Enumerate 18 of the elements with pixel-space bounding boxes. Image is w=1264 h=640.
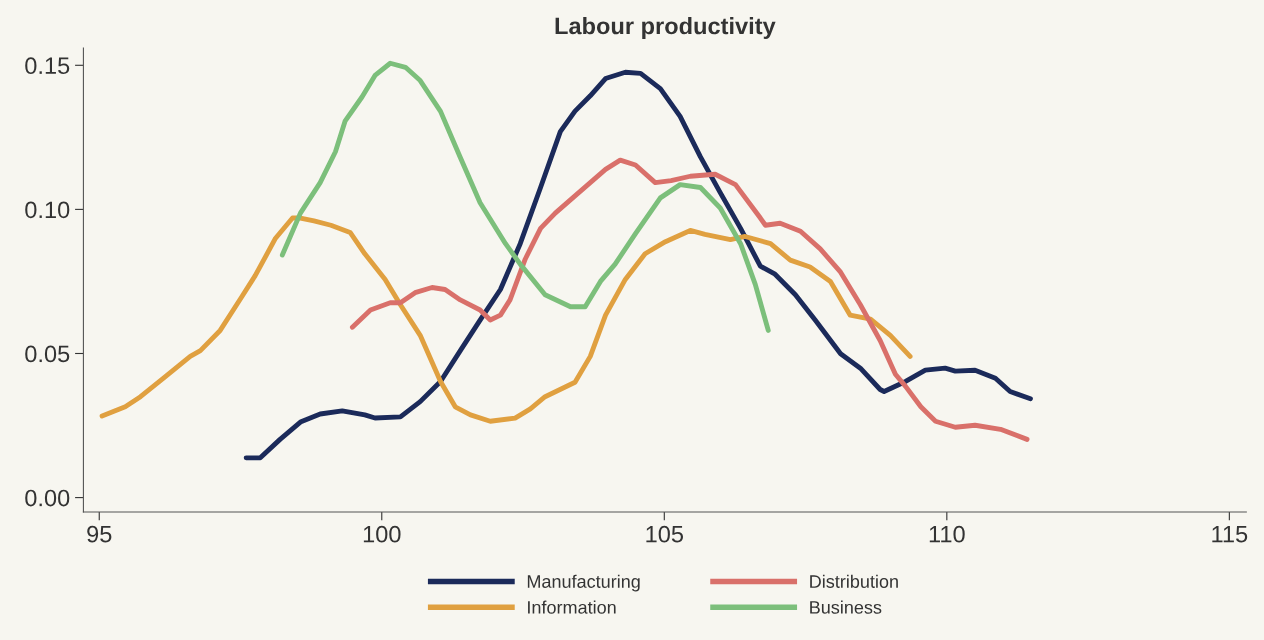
legend-label: Business: [810, 600, 882, 614]
y-tick-label: 0.00: [25, 489, 70, 507]
x-tick-label: 100: [363, 525, 401, 543]
line-series: [349, 157, 1030, 442]
x-tick-label: 115: [1212, 526, 1248, 543]
y-tick-label: 0.10: [25, 201, 70, 219]
line-series: [279, 60, 771, 333]
x-tick-label: 95: [87, 525, 112, 543]
chart-title: Labour productivity: [555, 17, 776, 40]
legend-label: Manufacturing: [527, 574, 640, 592]
x-tick-label: 110: [929, 525, 965, 543]
line-series: [99, 215, 913, 424]
x-tick-label: 105: [646, 525, 684, 543]
legend-label: Information: [528, 600, 616, 614]
legend-label: Distribution: [810, 574, 898, 588]
y-tick-label: 0.05: [25, 345, 70, 363]
line-series: [243, 69, 1033, 461]
y-tick-label: 0.15: [25, 57, 70, 75]
